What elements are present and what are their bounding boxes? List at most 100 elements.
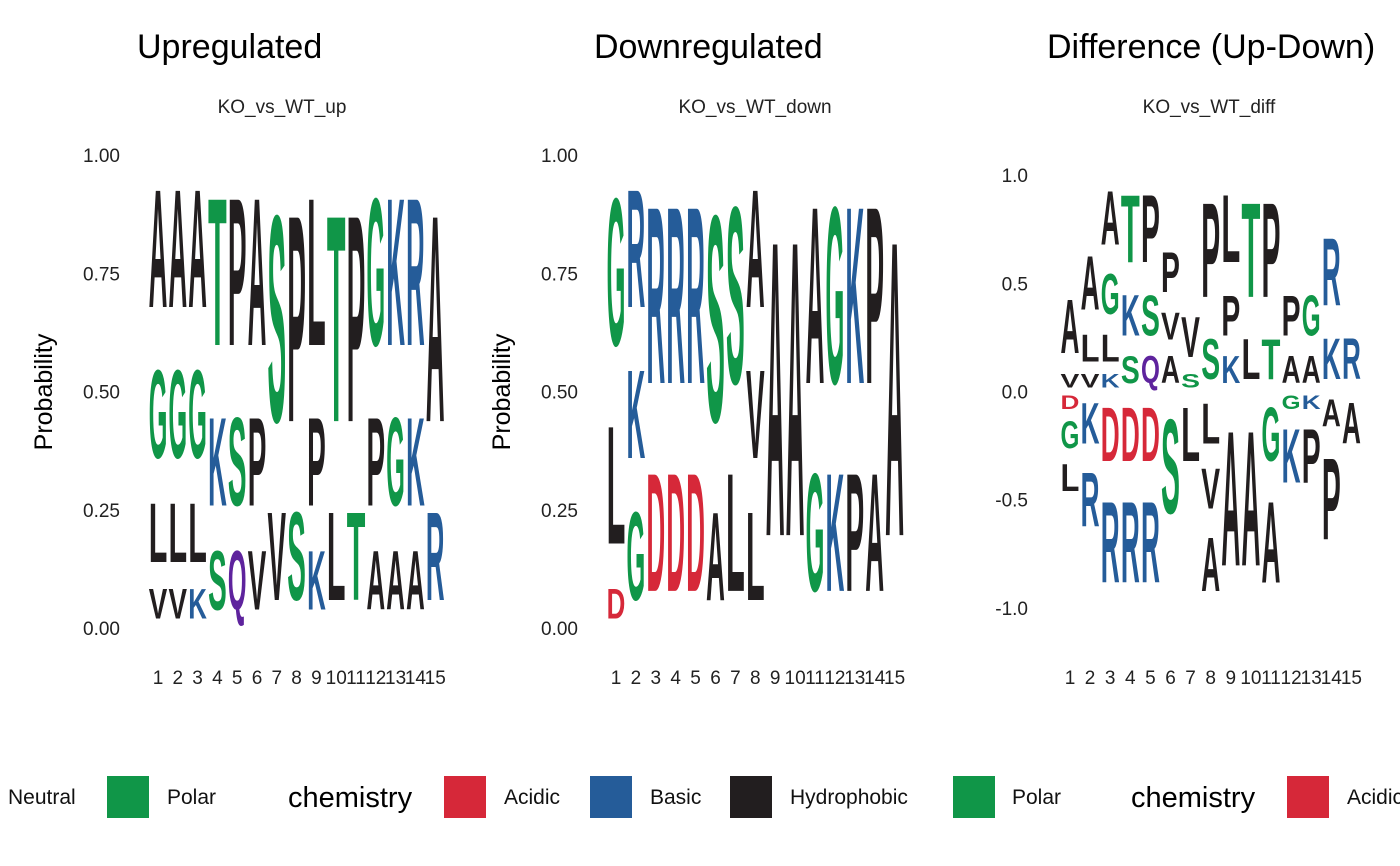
logo-letter-K: K [1101, 370, 1120, 392]
x-tick-label: 7 [730, 668, 741, 689]
y-tick-label: 1.00 [541, 146, 578, 167]
logo-letter-S: S [1201, 327, 1220, 392]
y-tick-label: 0.25 [541, 501, 578, 522]
logo-letter-S: S [1161, 391, 1180, 542]
logo-letter-A: A [1262, 478, 1281, 608]
legend-title: chemistry [288, 782, 413, 814]
x-tick-label: 8 [750, 668, 761, 689]
logo-letter-L: L [168, 488, 187, 581]
logo-letter-L: L [1221, 176, 1240, 284]
logo-letter-G: G [826, 155, 845, 438]
y-tick-label: -1.0 [995, 599, 1028, 620]
legend-label: Neutral [8, 786, 76, 809]
logo-letter-D: D [1141, 393, 1160, 479]
logo-letter-A: A [1342, 391, 1361, 457]
logo-letter-L: L [607, 390, 626, 579]
x-tick-label: 3 [651, 668, 662, 689]
panel-1-logo: 0.000.250.500.751.001 2 3 4 5 6 7 8 9 10 11 1213141… [83, 146, 446, 689]
logo-letter-V: V [168, 581, 187, 628]
logo-letter-G: G [168, 344, 187, 486]
legend-swatch-basic [590, 776, 632, 818]
x-tick-label: 9 [1226, 668, 1237, 689]
logo-letter-L: L [746, 486, 765, 628]
panel-1-y-axis-label: Probability [30, 333, 58, 450]
logo-letter-R: R [1322, 218, 1341, 326]
logo-letter-V: V [1061, 370, 1080, 392]
logo-letter-A: A [786, 154, 805, 625]
logo-letter-V: V [149, 581, 168, 628]
logo-letter-A: A [706, 487, 725, 628]
logo-letter-D: D [1061, 391, 1080, 413]
logo-letter-P: P [228, 154, 247, 390]
logo-letter-P: P [347, 155, 366, 484]
logo-letter-K: K [826, 438, 845, 627]
legend-3: chemistry Acidic [1131, 776, 1400, 818]
logo-letter-L: L [1081, 327, 1100, 370]
logo-letter-R: R [1101, 478, 1120, 608]
logo-letter-T: T [1121, 176, 1140, 284]
logo-letter-P: P [1262, 175, 1281, 326]
legend-title: chemistry [1131, 782, 1256, 814]
panel-1-subtitle: KO_vs_WT_up [218, 97, 347, 118]
logo-letter-A: A [1201, 523, 1220, 609]
logo-letter-G: G [386, 392, 405, 534]
logo-letter-L: L [1061, 457, 1080, 500]
y-tick-label: 0.5 [1002, 274, 1028, 295]
x-tick-label: 12 [365, 668, 386, 689]
logo-letter-L: L [1201, 391, 1220, 456]
x-tick-label: 9 [770, 668, 781, 689]
logo-letter-G: G [366, 154, 385, 390]
panel-3-logo: -1.0-0.50.00.51.01 2 3 4 5 6 7 8 9 10 11 12131415VA… [995, 166, 1362, 689]
logo-letter-K: K [1282, 414, 1301, 500]
x-tick-label: 15 [1341, 668, 1362, 689]
logo-letter-A: A [149, 155, 168, 344]
logo-letter-D: D [1121, 393, 1140, 479]
logo-letter-R: R [426, 486, 445, 627]
logo-letter-P: P [1322, 435, 1341, 564]
x-tick-label: 13 [385, 668, 406, 689]
y-tick-label: 0.50 [541, 383, 578, 404]
y-tick-label: 0.00 [83, 619, 120, 640]
logo-letter-T: T [347, 486, 366, 628]
x-tick-label: 5 [232, 668, 243, 689]
logo-letter-A: A [1221, 392, 1240, 608]
logo-letter-A: A [426, 155, 445, 485]
logo-letter-K: K [1121, 283, 1140, 349]
x-tick-label: 6 [710, 668, 721, 689]
logo-letter-R: R [1141, 478, 1160, 608]
logo-letter-S: S [706, 155, 725, 484]
logo-letter-T: T [1241, 174, 1260, 326]
logo-letter-V: V [248, 534, 267, 628]
logo-letter-A: A [1081, 241, 1100, 327]
logo-letter-G: G [188, 344, 207, 486]
legend-2: chemistry Acidic Basic Hydrophobic Polar [288, 776, 1061, 818]
logo-letter-D: D [686, 438, 705, 627]
x-tick-label: 4 [670, 668, 681, 689]
x-tick-label: 13 [1301, 668, 1322, 689]
x-tick-label: 11 [805, 668, 825, 689]
logo-letter-A: A [1322, 391, 1341, 434]
x-tick-label: 3 [1105, 668, 1116, 689]
x-tick-label: 2 [631, 668, 642, 689]
logo-letter-P: P [1141, 177, 1160, 284]
logo-letter-L: L [327, 486, 346, 628]
logo-letter-L: L [1241, 326, 1260, 391]
logo-letter-R: R [686, 155, 705, 438]
logo-letter-A: A [1161, 348, 1180, 391]
x-tick-label: 9 [311, 668, 322, 689]
logo-letter-P: P [366, 392, 385, 533]
y-tick-label: 0.75 [541, 264, 578, 285]
logo-letter-D: D [1101, 393, 1120, 479]
logo-letter-L: L [307, 153, 326, 390]
panel-2-subtitle: KO_vs_WT_down [678, 97, 831, 118]
y-tick-label: -0.5 [995, 491, 1028, 512]
logo-letter-A: A [1101, 176, 1120, 262]
legend-1: Neutral Polar [8, 776, 216, 818]
logo-letter-G: G [607, 154, 626, 390]
logo-letter-G: G [1101, 263, 1120, 327]
x-tick-label: 12 [1281, 668, 1302, 689]
x-tick-label: 13 [844, 668, 865, 689]
logo-letter-L: L [1101, 327, 1120, 370]
logo-letter-A: A [386, 534, 405, 629]
legend-label: Acidic [504, 786, 560, 809]
